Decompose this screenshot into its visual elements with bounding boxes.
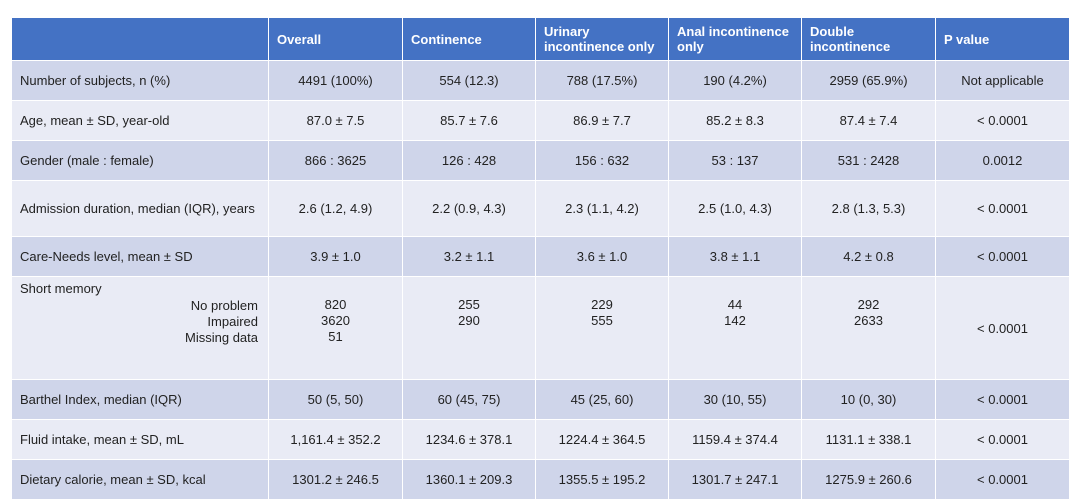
value-missing-data: 51 (328, 329, 343, 344)
value-impaired: 3620 (321, 313, 350, 328)
table-row: Dietary calorie, mean ± SD, kcal 1301.2 … (11, 459, 1070, 500)
table-row: Barthel Index, median (IQR) 50 (5, 50) 6… (11, 379, 1070, 420)
cell-overall: 3.9 ± 1.0 (268, 236, 403, 277)
value-no-problem: 820 (324, 297, 347, 312)
cell-double: 4.2 ± 0.8 (801, 236, 936, 277)
value-no-problem: 292 (857, 297, 880, 312)
header-p-value: P value (935, 17, 1070, 61)
value-impaired: 2633 (854, 313, 883, 328)
value-no-problem: 255 (458, 297, 480, 312)
cell-anal: 30 (10, 55) (668, 379, 802, 420)
cell-anal: 85.2 ± 8.3 (668, 100, 802, 141)
cell-continence: 85.7 ± 7.6 (402, 100, 536, 141)
cell-overall: 4491 (100%) (268, 60, 403, 101)
row-label-short-memory: Short memory No problem Impaired Missing… (11, 276, 269, 380)
cell-overall: 2.6 (1.2, 4.9) (268, 180, 403, 237)
cell-continence: 126 : 428 (402, 140, 536, 181)
cell-urinary: 788 (17.5%) (535, 60, 669, 101)
cell-anal: 190 (4.2%) (668, 60, 802, 101)
cell-anal: 3.8 ± 1.1 (668, 236, 802, 277)
cell-anal: 44 142 (668, 276, 802, 380)
cell-anal: 53 : 137 (668, 140, 802, 181)
cell-p-value: < 0.0001 (935, 236, 1070, 277)
cell-urinary: 45 (25, 60) (535, 379, 669, 420)
cell-continence: 2.2 (0.9, 4.3) (402, 180, 536, 237)
cell-continence: 554 (12.3) (402, 60, 536, 101)
value-no-problem: 44 (727, 297, 743, 312)
table-row: Admission duration, median (IQR), years … (11, 180, 1070, 237)
cell-p-value: < 0.0001 (935, 419, 1070, 460)
cell-overall: 866 : 3625 (268, 140, 403, 181)
table-row: Gender (male : female) 866 : 3625 126 : … (11, 140, 1070, 181)
header-double-incontinence: Double incontinence (801, 17, 936, 61)
cell-continence: 1360.1 ± 209.3 (402, 459, 536, 500)
cell-urinary: 229 555 (535, 276, 669, 380)
cell-urinary: 2.3 (1.1, 4.2) (535, 180, 669, 237)
value-no-problem: 229 (591, 297, 613, 312)
cell-continence: 3.2 ± 1.1 (402, 236, 536, 277)
header-anal-incontinence-only: Anal incontinence only (668, 17, 802, 61)
cell-anal: 2.5 (1.0, 4.3) (668, 180, 802, 237)
value-impaired: 290 (458, 313, 480, 328)
cell-anal: 1301.7 ± 247.1 (668, 459, 802, 500)
row-label: Admission duration, median (IQR), years (11, 180, 269, 237)
row-label: Age, mean ± SD, year-old (11, 100, 269, 141)
baseline-characteristics-table: Overall Continence Urinary incontinence … (11, 17, 1070, 500)
cell-double: 1131.1 ± 338.1 (801, 419, 936, 460)
cell-overall: 1301.2 ± 246.5 (268, 459, 403, 500)
cell-p-value: < 0.0001 (935, 100, 1070, 141)
cell-double: 2.8 (1.3, 5.3) (801, 180, 936, 237)
table-row-short-memory: Short memory No problem Impaired Missing… (11, 276, 1070, 380)
cell-overall: 820 3620 51 (268, 276, 403, 380)
cell-continence: 60 (45, 75) (402, 379, 536, 420)
row-label: Dietary calorie, mean ± SD, kcal (11, 459, 269, 500)
cell-double: 292 2633 (801, 276, 936, 380)
cell-overall: 50 (5, 50) (268, 379, 403, 420)
cell-continence: 1234.6 ± 378.1 (402, 419, 536, 460)
sublabel-impaired: Impaired (207, 314, 258, 329)
cell-p-value: < 0.0001 (935, 180, 1070, 237)
row-label: Care-Needs level, mean ± SD (11, 236, 269, 277)
cell-p-value: < 0.0001 (935, 276, 1070, 380)
cell-urinary: 1224.4 ± 364.5 (535, 419, 669, 460)
cell-urinary: 86.9 ± 7.7 (535, 100, 669, 141)
row-label: Number of subjects, n (%) (11, 60, 269, 101)
header-continence: Continence (402, 17, 536, 61)
cell-p-value: Not applicable (935, 60, 1070, 101)
header-urinary-incontinence-only: Urinary incontinence only (535, 17, 669, 61)
value-impaired: 555 (591, 313, 613, 328)
cell-overall: 87.0 ± 7.5 (268, 100, 403, 141)
table-row: Care-Needs level, mean ± SD 3.9 ± 1.0 3.… (11, 236, 1070, 277)
cell-urinary: 1355.5 ± 195.2 (535, 459, 669, 500)
row-label: Gender (male : female) (11, 140, 269, 181)
cell-double: 87.4 ± 7.4 (801, 100, 936, 141)
table-row: Fluid intake, mean ± SD, mL 1,161.4 ± 35… (11, 419, 1070, 460)
table-row: Age, mean ± SD, year-old 87.0 ± 7.5 85.7… (11, 100, 1070, 141)
cell-p-value: < 0.0001 (935, 379, 1070, 420)
value-impaired: 142 (724, 313, 746, 328)
cell-double: 10 (0, 30) (801, 379, 936, 420)
sublabel-missing-data: Missing data (185, 330, 258, 345)
short-memory-title: Short memory (20, 281, 102, 296)
sublabel-no-problem: No problem (190, 298, 258, 313)
header-blank (11, 17, 269, 61)
header-overall: Overall (268, 17, 403, 61)
cell-urinary: 3.6 ± 1.0 (535, 236, 669, 277)
cell-p-value: < 0.0001 (935, 459, 1070, 500)
row-label: Fluid intake, mean ± SD, mL (11, 419, 269, 460)
cell-continence: 255 290 (402, 276, 536, 380)
row-label: Barthel Index, median (IQR) (11, 379, 269, 420)
cell-double: 2959 (65.9%) (801, 60, 936, 101)
cell-p-value: 0.0012 (935, 140, 1070, 181)
table-row: Number of subjects, n (%) 4491 (100%) 55… (11, 60, 1070, 101)
cell-double: 1275.9 ± 260.6 (801, 459, 936, 500)
header-row: Overall Continence Urinary incontinence … (11, 17, 1070, 61)
cell-double: 531 : 2428 (801, 140, 936, 181)
cell-anal: 1159.4 ± 374.4 (668, 419, 802, 460)
cell-overall: 1,161.4 ± 352.2 (268, 419, 403, 460)
cell-urinary: 156 : 632 (535, 140, 669, 181)
